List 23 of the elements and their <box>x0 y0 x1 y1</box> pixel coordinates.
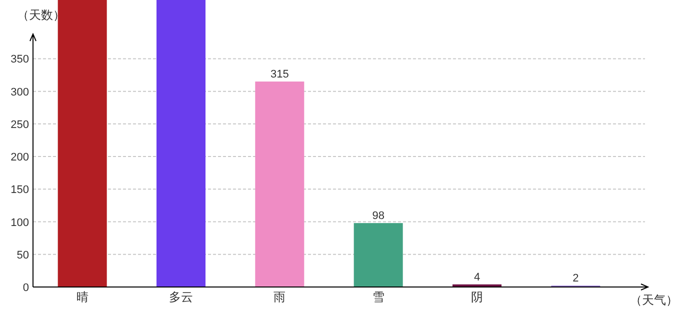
data-label: 98 <box>372 210 384 222</box>
y-tick-label: 100 <box>10 216 29 229</box>
data-label: 2 <box>572 272 579 285</box>
y-tick-label: 0 <box>22 282 29 294</box>
x-tick-label: 阴 <box>471 290 483 304</box>
x-axis-title: （天气） <box>630 293 678 307</box>
data-label: 4 <box>474 271 480 284</box>
y-tick-label: 200 <box>10 152 29 164</box>
bar <box>255 82 304 287</box>
x-tick-label: 雪 <box>372 290 384 304</box>
y-tick-label: 50 <box>16 249 29 262</box>
y-tick-label: 350 <box>10 54 29 66</box>
x-tick-label: 雨 <box>274 290 286 304</box>
y-axis-title: （天数） <box>17 8 65 22</box>
bar <box>58 0 107 287</box>
x-tick-label: 多云 <box>169 290 193 304</box>
bar <box>354 223 403 287</box>
y-tick-label: 300 <box>10 86 29 98</box>
bar <box>156 0 206 287</box>
y-tick-label: 150 <box>10 184 29 196</box>
x-tick-label: 晴 <box>76 290 88 304</box>
data-label: 315 <box>270 68 289 81</box>
y-tick-label: 250 <box>10 118 29 131</box>
